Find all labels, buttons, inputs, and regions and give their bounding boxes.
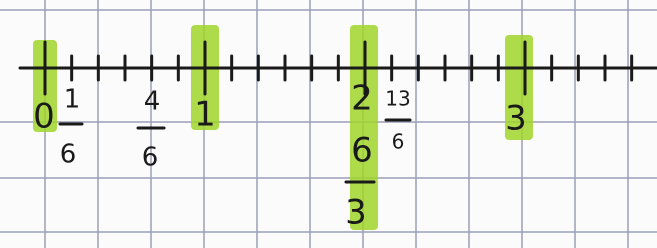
numerator: 13 [385, 87, 410, 111]
denominator: 6 [392, 130, 405, 154]
denominator: 3 [345, 193, 367, 233]
numerator: 4 [144, 87, 161, 117]
label: 1 [194, 95, 216, 135]
denominator: 6 [60, 140, 77, 170]
label: 3 [505, 99, 527, 139]
label: 2 [351, 79, 373, 119]
numerator: 1 [64, 85, 81, 115]
numerator: 6 [351, 131, 373, 171]
denominator: 6 [142, 143, 159, 173]
label: 0 [33, 97, 55, 137]
number-line-photo: 0 1 6 4 6 1 2 6 3 13 6 3 [0, 0, 657, 248]
